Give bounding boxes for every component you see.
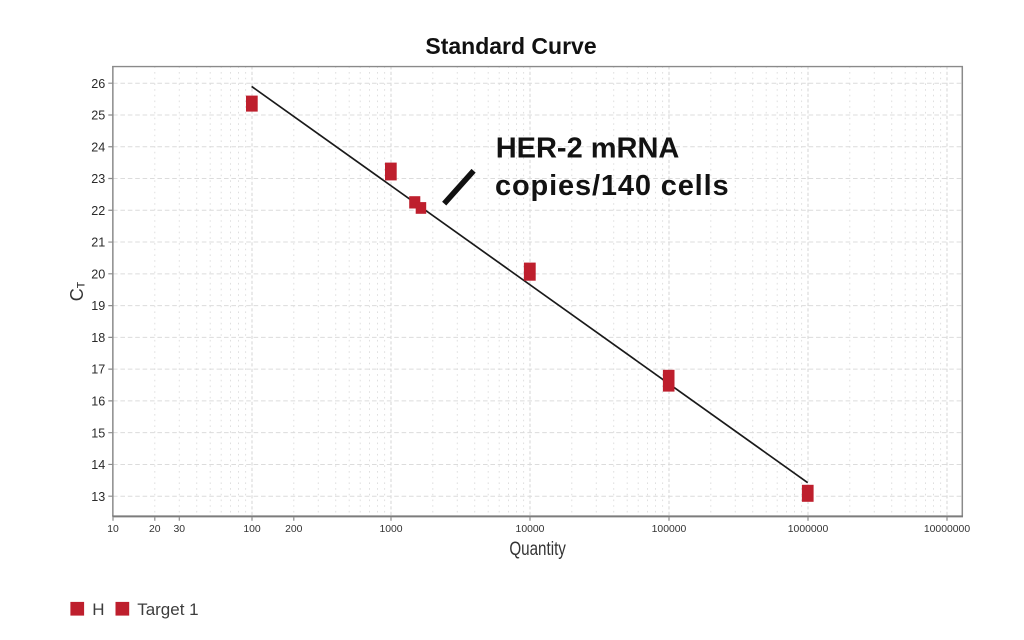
svg-text:21: 21 <box>91 236 105 250</box>
svg-text:200: 200 <box>285 524 303 535</box>
svg-text:1000000: 1000000 <box>788 524 829 535</box>
svg-text:24: 24 <box>91 140 105 154</box>
svg-text:30: 30 <box>174 524 186 535</box>
svg-text:25: 25 <box>91 109 105 123</box>
svg-text:14: 14 <box>91 458 105 472</box>
svg-text:Quantity: Quantity <box>509 538 566 560</box>
svg-text:13: 13 <box>91 490 105 504</box>
svg-text:Cт: Cт <box>67 281 88 301</box>
svg-text:19: 19 <box>91 299 105 313</box>
svg-text:20: 20 <box>91 267 105 281</box>
svg-text:HER-2 mRNA: HER-2 mRNA <box>496 133 680 165</box>
svg-text:10000000: 10000000 <box>924 524 970 535</box>
svg-text:100000: 100000 <box>652 524 687 535</box>
svg-text:copies/140 cells: copies/140 cells <box>495 170 729 202</box>
svg-text:10: 10 <box>107 524 119 535</box>
svg-text:10000: 10000 <box>516 524 545 535</box>
svg-text:Target 1: Target 1 <box>137 600 198 619</box>
svg-text:17: 17 <box>91 363 105 377</box>
svg-text:H: H <box>92 600 104 619</box>
svg-text:20: 20 <box>149 524 161 535</box>
svg-text:18: 18 <box>91 331 105 345</box>
svg-text:100: 100 <box>243 524 261 535</box>
svg-text:Standard Curve: Standard Curve <box>425 33 596 59</box>
svg-text:16: 16 <box>91 395 105 409</box>
svg-text:23: 23 <box>91 172 105 186</box>
svg-text:15: 15 <box>91 426 105 440</box>
svg-text:1000: 1000 <box>379 524 402 535</box>
svg-text:22: 22 <box>91 204 105 218</box>
svg-text:26: 26 <box>91 77 105 91</box>
